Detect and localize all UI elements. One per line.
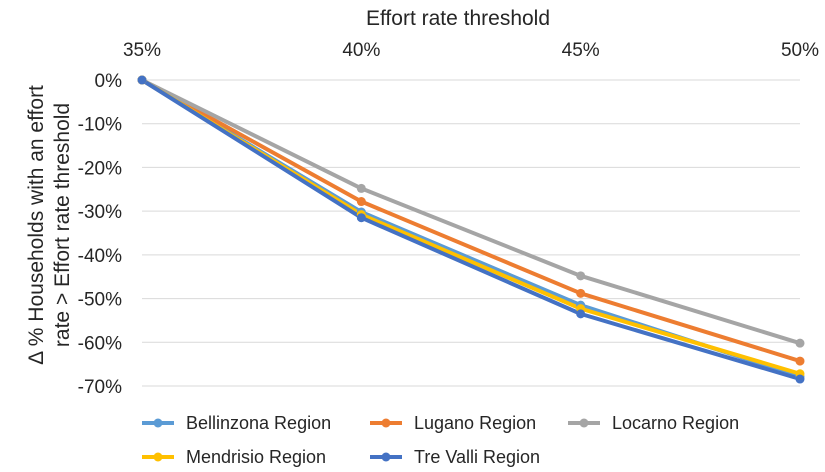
series-line	[140, 78, 801, 381]
legend-label: Bellinzona Region	[186, 413, 331, 433]
data-point	[576, 271, 586, 281]
legend-swatch-marker	[381, 452, 391, 462]
data-point	[137, 75, 147, 85]
y-tick-label: -10%	[78, 115, 122, 136]
data-point	[795, 374, 805, 384]
gridlines	[142, 79, 800, 387]
y-tick-label: -50%	[78, 290, 122, 311]
y-axis-title-line-1: Δ % Households with an effort	[25, 85, 48, 365]
x-tick-label: 35%	[123, 40, 161, 61]
y-tick-label: -60%	[78, 333, 122, 354]
series-line	[141, 78, 801, 346]
legend-swatch-marker	[381, 418, 391, 428]
series-line	[141, 78, 801, 363]
data-point	[356, 183, 366, 193]
series-group	[137, 75, 805, 384]
data-point	[576, 309, 586, 319]
x-tick-label: 50%	[781, 40, 819, 61]
legend-swatch-marker	[153, 452, 163, 462]
y-tick-label: -20%	[78, 158, 122, 179]
data-point	[576, 288, 586, 298]
data-point	[356, 213, 366, 223]
legend: Bellinzona Region Lugano Region Locarno Re…	[142, 413, 739, 467]
x-tick-label: 40%	[342, 40, 380, 61]
x-axis-title: Effort rate threshold	[366, 7, 550, 30]
data-point	[795, 356, 805, 366]
y-axis-ticks: 0% -10% -20% -30% -40% -50% -60% -70%	[78, 71, 122, 398]
y-axis-title-line-2: rate > Effort rate threshold	[51, 103, 74, 347]
data-point	[356, 197, 366, 207]
legend-swatch-marker	[153, 418, 163, 428]
x-tick-label: 45%	[562, 40, 600, 61]
y-tick-label: -30%	[78, 202, 122, 223]
legend-label: Locarno Region	[612, 413, 739, 433]
legend-label: Tre Valli Region	[414, 447, 540, 467]
y-tick-label: -70%	[78, 377, 122, 398]
y-tick-label: -40%	[78, 246, 122, 267]
y-tick-label: 0%	[95, 71, 123, 92]
data-point	[795, 338, 805, 348]
legend-label: Lugano Region	[414, 413, 536, 433]
legend-swatch-marker	[579, 418, 589, 428]
x-axis-ticks: 35% 40% 45% 50%	[123, 40, 819, 61]
legend-label: Mendrisio Region	[186, 447, 326, 467]
